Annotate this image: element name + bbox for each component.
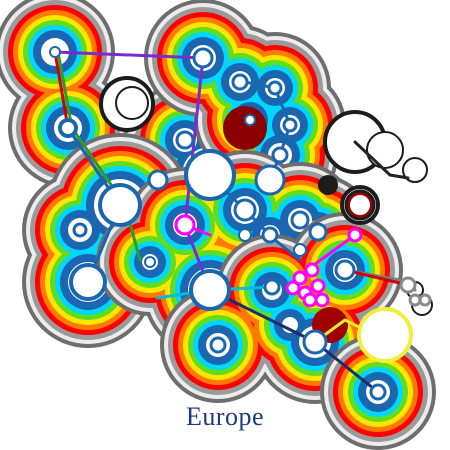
station-node xyxy=(267,80,283,96)
magenta-node xyxy=(302,292,318,308)
station-node xyxy=(271,146,289,164)
station-node xyxy=(369,383,387,401)
magenta-node xyxy=(347,227,363,243)
yellow-station xyxy=(357,307,413,363)
route-line xyxy=(56,50,142,262)
dark-red-patch xyxy=(223,106,267,150)
station-node xyxy=(72,222,88,238)
station-node xyxy=(144,256,156,268)
station-node xyxy=(293,243,307,257)
station-node xyxy=(231,73,249,91)
halo-ring xyxy=(402,157,428,183)
magenta-node xyxy=(174,214,196,236)
halo-ring xyxy=(366,131,404,169)
halo-ring xyxy=(350,195,370,215)
station-node xyxy=(302,329,328,355)
station-node xyxy=(308,222,328,242)
gray-node xyxy=(399,276,417,294)
halo-ring xyxy=(115,86,149,120)
region-caption: Europe xyxy=(185,402,265,431)
station-node xyxy=(69,263,107,301)
route-line xyxy=(353,140,410,180)
station-node xyxy=(192,47,214,69)
station-node xyxy=(189,269,231,311)
station-node xyxy=(282,117,298,133)
station-node xyxy=(209,336,227,354)
station-node xyxy=(184,149,236,201)
gray-node xyxy=(418,293,432,307)
station-node xyxy=(261,226,279,244)
route-line xyxy=(343,268,410,287)
magenta-node xyxy=(310,278,326,294)
station-node xyxy=(263,278,281,296)
magenta-node xyxy=(285,280,301,296)
station-node xyxy=(175,130,195,150)
station-node xyxy=(254,164,286,196)
station-node xyxy=(58,118,78,138)
station-node xyxy=(233,198,257,222)
magenta-node xyxy=(292,270,308,286)
station-node xyxy=(98,183,142,227)
magenta-node xyxy=(304,262,320,278)
station-node xyxy=(147,169,169,191)
magenta-node xyxy=(314,292,330,308)
station-node xyxy=(244,114,256,126)
station-node xyxy=(334,259,356,281)
station-node xyxy=(49,46,61,58)
halo-dot xyxy=(318,175,338,195)
station-node xyxy=(238,228,252,242)
station-node xyxy=(290,210,310,230)
